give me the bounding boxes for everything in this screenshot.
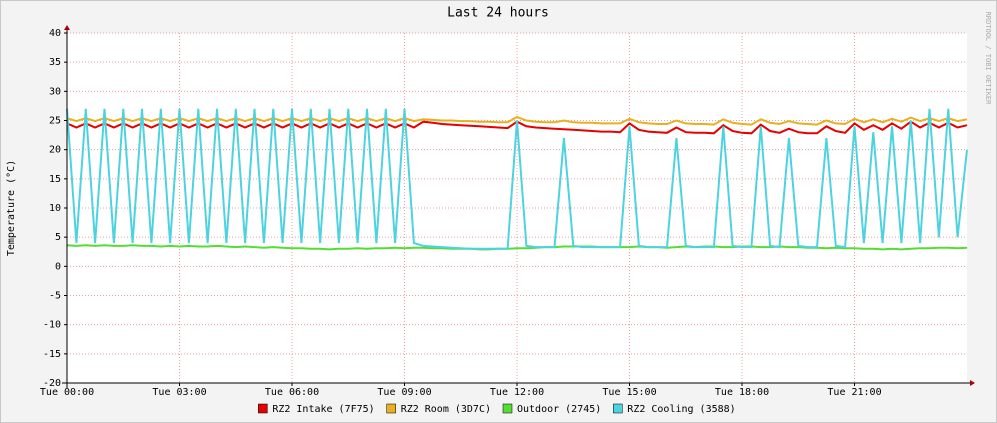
y-tick-label: 0 bbox=[55, 261, 61, 272]
legend-swatch bbox=[613, 403, 623, 414]
y-tick-label: -5 bbox=[49, 291, 61, 302]
y-tick-label: 40 bbox=[49, 28, 61, 39]
legend-label: RZ2 Cooling (3588) bbox=[627, 404, 735, 415]
x-tick-label: Tue 06:00 bbox=[265, 387, 319, 398]
legend-label: RZ2 Intake (7F75) bbox=[272, 404, 374, 415]
y-tick-label: 10 bbox=[49, 203, 61, 214]
x-tick-label: Tue 12:00 bbox=[490, 387, 544, 398]
legend-swatch bbox=[258, 403, 268, 414]
x-tick-label: Tue 00:00 bbox=[40, 387, 94, 398]
x-tick-label: Tue 21:00 bbox=[827, 387, 881, 398]
y-tick-label: -15 bbox=[43, 349, 61, 360]
series-line bbox=[66, 108, 968, 250]
legend-swatch bbox=[502, 403, 513, 414]
y-tick-label: 25 bbox=[49, 116, 61, 127]
y-tick-label: 35 bbox=[49, 57, 61, 68]
x-tick-label: Tue 18:00 bbox=[715, 387, 769, 398]
y-tick-label: 15 bbox=[49, 174, 61, 185]
y-axis-label: Temperature (°C) bbox=[6, 160, 17, 256]
x-tick-label: Tue 09:00 bbox=[377, 387, 431, 398]
y-tick-label: 30 bbox=[49, 86, 61, 97]
legend-label: RZ2 Room (3D7C) bbox=[401, 404, 491, 415]
x-tick-label: Tue 03:00 bbox=[152, 387, 206, 398]
x-arrow bbox=[970, 380, 975, 386]
watermark: RRDTOOL / TOBI OETIKER bbox=[984, 12, 992, 106]
chart-title: Last 24 hours bbox=[447, 6, 549, 21]
y-tick-label: 5 bbox=[55, 232, 61, 243]
y-arrow bbox=[64, 25, 70, 30]
legend-label: Outdoor (2745) bbox=[517, 404, 601, 415]
legend-swatch bbox=[386, 403, 396, 414]
y-tick-label: -20 bbox=[43, 378, 61, 389]
y-tick-label: 20 bbox=[49, 145, 61, 156]
y-tick-label: -10 bbox=[43, 320, 61, 331]
x-tick-label: Tue 15:00 bbox=[602, 387, 656, 398]
